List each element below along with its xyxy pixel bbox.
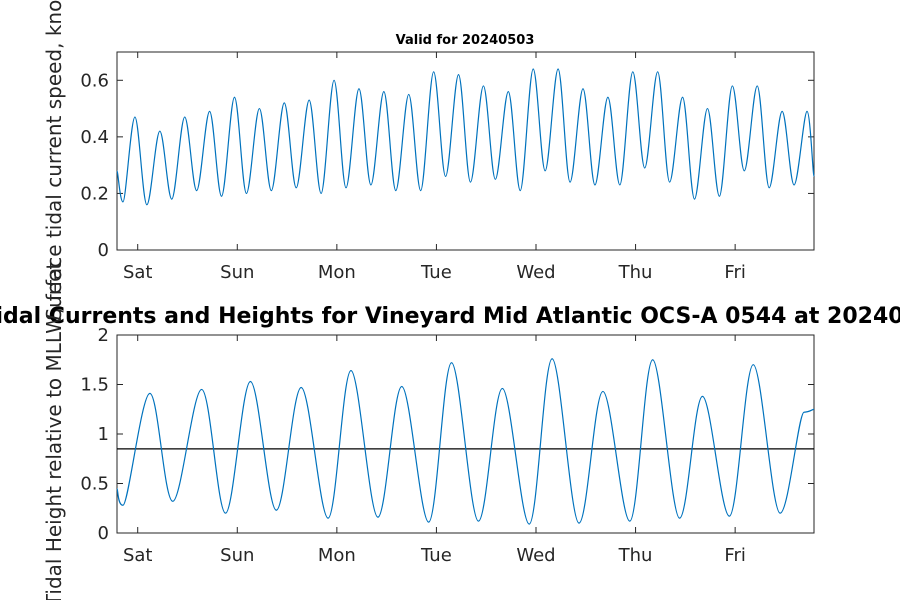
tidal-height-series-line [116,358,815,525]
xtick-label: Mon [318,262,356,283]
xtick-label: Mon [318,545,356,566]
bottom-plot-area [116,334,815,534]
ytick-label: 0 [98,240,109,261]
xtick-label: Sun [220,545,254,566]
xtick-label: Fri [724,262,745,283]
xtick-label: Tue [420,262,452,283]
xtick-label: Tue [420,545,452,566]
ytick-label: 1.5 [80,375,109,396]
ytick-label: 1 [98,424,109,445]
bottom-panel-ylabel: Tidal Height relative to MLLW, feet [42,262,66,600]
top-panel-speed: 0 0.2 0.4 0.6 Sat Sun Mon Tue Wed Thu Fri Valid fo… [42,0,815,321]
ytick-label: 0 [98,523,109,544]
ytick-label: 0.5 [80,474,109,495]
bottom-panel-ticks: 0 0.5 1 1.5 2 Sat Sun Mon Tue Wed Thu Fri [80,325,814,566]
top-panel-ticks: 0 0.2 0.4 0.6 Sat Sun Mon Tue Wed Thu Fri [80,52,814,283]
xtick-label: Thu [618,262,653,283]
xtick-label: Wed [516,262,555,283]
xtick-label: Thu [618,545,653,566]
xtick-label: Wed [516,545,555,566]
xtick-label: Sat [123,545,153,566]
figure-title: Tidal Currents and Heights for Vineyard … [0,304,900,329]
ytick-label: 2 [98,325,109,346]
xtick-label: Sun [220,262,254,283]
ytick-label: 0.2 [80,183,109,204]
current-speed-series-line [116,68,815,206]
xtick-label: Sat [123,262,153,283]
ytick-label: 0.4 [80,127,109,148]
bottom-panel-height: 0 0.5 1 1.5 2 Sat Sun Mon Tue Wed Thu Fri Tidal Cur… [0,262,900,600]
top-plot-area [116,51,815,251]
top-panel-title: Valid for 20240503 [396,33,535,48]
top-panel-ylabel: Surface tidal current speed, knots [42,0,66,321]
xtick-label: Fri [724,545,745,566]
ytick-label: 0.6 [80,70,109,91]
